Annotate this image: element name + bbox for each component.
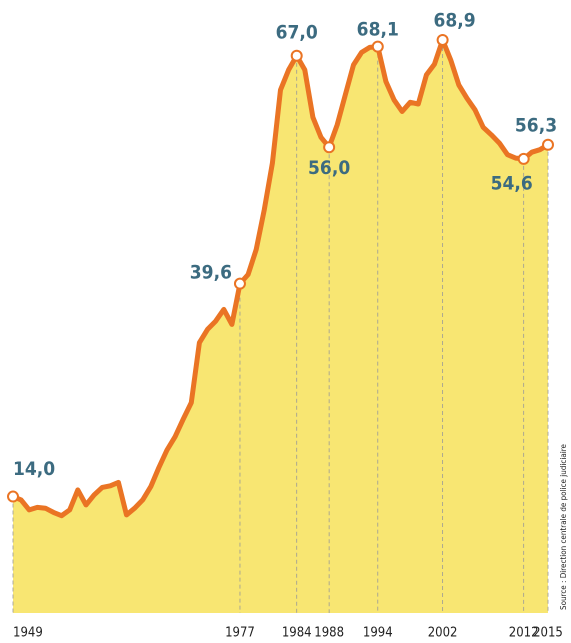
marker — [290, 49, 303, 62]
value-label: 67,0 — [276, 21, 318, 43]
value-label: 68,9 — [434, 10, 476, 32]
line — [12, 37, 550, 519]
value-label: 14,0 — [13, 458, 55, 480]
marker — [542, 138, 554, 151]
value-label: 54,6 — [491, 173, 533, 195]
x-tick-label: 1949 — [13, 626, 43, 641]
x-tick-label: 2002 — [428, 626, 458, 641]
x-tick-label: 2012 — [509, 626, 539, 641]
marker — [233, 277, 246, 290]
value-label: 56,0 — [308, 157, 350, 179]
x-tick-label: 1988 — [314, 626, 344, 641]
marker — [517, 152, 530, 165]
area — [13, 40, 548, 613]
x-tick-label: 2015 — [533, 626, 563, 641]
x-tick-label: 1977 — [225, 626, 255, 641]
x-tick-label: 1984 — [282, 626, 312, 641]
marker — [371, 40, 384, 53]
marker — [436, 33, 449, 46]
marker — [7, 490, 19, 503]
value-label: 68,1 — [357, 18, 399, 40]
value-label: 56,3 — [515, 114, 557, 136]
x-tick-label: 1994 — [363, 626, 393, 641]
marker — [323, 141, 336, 154]
source: Source : Direction centrale de police ju… — [559, 443, 568, 610]
value-label: 39,6 — [190, 261, 232, 283]
